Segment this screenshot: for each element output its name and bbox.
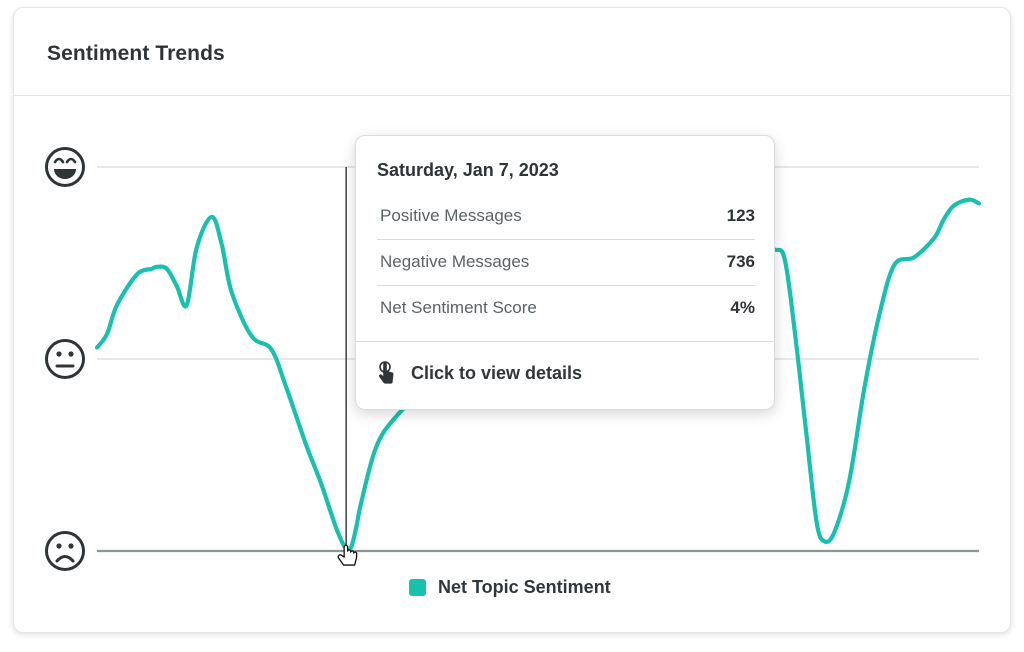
neutral-face-icon — [45, 339, 85, 379]
view-details-label: Click to view details — [411, 362, 583, 383]
hand-cursor-icon — [337, 544, 358, 566]
sad-face-icon — [45, 531, 85, 571]
tooltip-divider — [356, 341, 774, 342]
tooltip-row-label: Positive Messages — [380, 206, 522, 225]
data-tooltip[interactable]: Saturday, Jan 7, 2023 Positive Messages … — [355, 135, 775, 410]
tooltip-row-value: 123 — [726, 206, 755, 225]
tooltip-date: Saturday, Jan 7, 2023 — [377, 160, 559, 180]
tooltip-row-negative: Negative Messages 736 — [377, 240, 755, 286]
tooltip-row-label: Net Sentiment Score — [380, 298, 537, 317]
tooltip-row-label: Negative Messages — [380, 252, 530, 271]
happy-face-icon — [45, 147, 85, 187]
chart-legend[interactable]: Net Topic Sentiment — [409, 577, 611, 598]
card-header: Sentiment Trends — [14, 8, 1010, 96]
tooltip-row-value: 4% — [730, 298, 755, 317]
tooltip-row-value: 736 — [726, 252, 755, 271]
legend-swatch — [409, 579, 426, 596]
view-details-button[interactable]: Click to view details — [377, 361, 582, 385]
tap-finger-icon — [379, 361, 394, 384]
tooltip-row-net-score: Net Sentiment Score 4% — [377, 286, 755, 332]
card-title: Sentiment Trends — [47, 42, 225, 65]
tooltip-row-positive: Positive Messages 123 — [377, 194, 755, 240]
y-axis-icons — [45, 147, 85, 571]
legend-label: Net Topic Sentiment — [438, 577, 611, 597]
